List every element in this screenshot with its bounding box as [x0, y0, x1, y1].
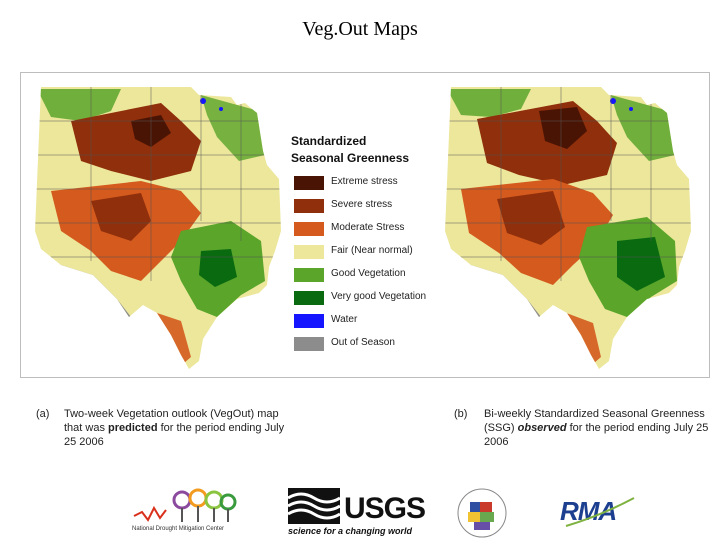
usgs-logo: USGS science for a changing world — [287, 488, 426, 540]
legend-item-out-of-season: Out of Season — [291, 334, 441, 355]
severe-stress-area — [91, 193, 151, 241]
legend-item-fair: Fair (Near normal) — [291, 242, 441, 263]
good-vegetation-area — [201, 95, 265, 161]
figure-panel: Standardized Seasonal Greenness Extreme … — [20, 72, 710, 378]
legend-item-very-good-vegetation: Very good Vegetation — [291, 288, 441, 309]
water-body — [200, 98, 206, 104]
legend-item-water: Water — [291, 311, 441, 332]
legend-swatch — [294, 337, 324, 351]
legend-title-line2: Seasonal Greenness — [291, 151, 410, 165]
usgs-tagline: science for a changing world — [288, 526, 413, 536]
vegout-predicted-map — [35, 87, 281, 369]
caption-text: for the period ending July 25 2006 — [484, 422, 709, 448]
legend-label: Moderate Stress — [331, 222, 405, 233]
severe-stress-area — [71, 103, 201, 181]
state-boundaries — [445, 87, 691, 281]
usgs-wave-icon — [287, 488, 341, 524]
legend-item-extreme-stress: Extreme stress — [291, 173, 441, 194]
state-boundaries — [35, 87, 281, 281]
caption-emphasis: observed — [517, 422, 567, 434]
ndmc-tree-icon — [133, 488, 237, 522]
legend: Standardized Seasonal Greenness Extreme … — [291, 133, 441, 355]
legend-swatch — [294, 268, 324, 282]
water-body — [610, 98, 616, 104]
ndmc-logo: National Drought Mitigation Center — [132, 486, 242, 536]
legend-label: Extreme stress — [331, 176, 398, 187]
ssg-observed-map — [445, 87, 691, 369]
water-body — [629, 107, 633, 111]
legend-title-line1: Standardized — [291, 134, 367, 148]
legend-label: Good Vegetation — [331, 268, 406, 279]
legend-label: Severe stress — [331, 199, 393, 210]
legend-swatch — [294, 314, 324, 328]
legend-swatch — [294, 245, 324, 259]
severe-stress-area — [497, 191, 565, 245]
rma-logo: RMA — [560, 490, 640, 534]
extreme-stress-area — [539, 107, 587, 149]
caption-body: Two-week Vegetation outlook (VegOut) map… — [64, 407, 294, 449]
legend-item-severe-stress: Severe stress — [291, 196, 441, 217]
legend-label: Water — [331, 314, 358, 325]
hpc-logo — [454, 486, 510, 540]
good-vegetation-area — [37, 89, 121, 121]
caption-text: for the period ending July 25 2006 — [64, 422, 285, 448]
usgs-wordmark: USGS — [344, 492, 426, 525]
very-good-vegetation-area — [617, 237, 665, 291]
page-title: Veg.Out Maps — [302, 18, 418, 40]
legend-label: Fair (Near normal) — [331, 245, 413, 256]
legend-swatch — [294, 222, 324, 236]
legend-items: Extreme stress Severe stress Moderate St… — [291, 173, 441, 355]
caption-emphasis: predicted — [108, 422, 158, 434]
legend-item-moderate-stress: Moderate Stress — [291, 219, 441, 240]
logo-strip: National Drought Mitigation Center USGS … — [0, 486, 720, 540]
good-vegetation-area — [611, 95, 675, 161]
legend-swatch — [294, 291, 324, 305]
caption-tag: (a) — [36, 408, 50, 420]
ndmc-name: National Drought Mitigation Center — [132, 526, 225, 532]
legend-item-good-vegetation: Good Vegetation — [291, 265, 441, 286]
hpc-seal-icon — [457, 488, 507, 538]
legend-swatch — [294, 199, 324, 213]
legend-label: Out of Season — [331, 337, 395, 348]
legend-label: Very good Vegetation — [331, 291, 427, 302]
caption-text: Bi-weekly Standardized Seasonal Greennes… — [484, 408, 705, 434]
rma-swoosh-icon — [565, 497, 635, 527]
water-body — [219, 107, 223, 111]
legend-swatch — [294, 176, 324, 190]
caption-body: Bi-weekly Standardized Seasonal Greennes… — [484, 407, 712, 449]
very-good-vegetation-area — [199, 249, 237, 287]
good-vegetation-area — [447, 89, 531, 117]
caption-tag: (b) — [454, 408, 468, 420]
caption-text: Two-week Vegetation outlook (VegOut) map… — [64, 408, 279, 434]
